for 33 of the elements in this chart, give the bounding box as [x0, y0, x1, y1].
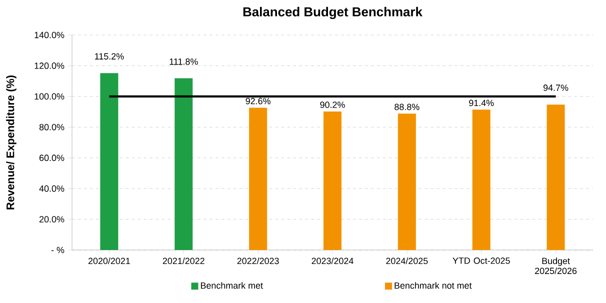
x-tick-label: YTD Oct-2025: [452, 258, 510, 264]
x-tick-label: 2022/2023: [237, 258, 279, 264]
chart-title: Balanced Budget Benchmark: [243, 6, 422, 20]
x-tick-label: 2023/2024: [312, 258, 354, 264]
y-tick-label: 60.0%: [40, 154, 64, 162]
bar: [398, 114, 416, 250]
bar: [324, 111, 342, 250]
y-tick-label: - %: [51, 246, 64, 254]
x-tick-label: 2020/2021: [88, 258, 130, 264]
y-tick-label: 120.0%: [34, 62, 64, 69]
legend-label: Benchmark not met: [394, 282, 472, 289]
bar: [249, 108, 268, 250]
data-label: 91.4%: [469, 100, 494, 106]
bar: [174, 78, 193, 250]
data-label: 111.8%: [170, 58, 198, 65]
data-label: 115.2%: [95, 53, 124, 60]
data-label: 90.2%: [320, 102, 345, 108]
x-tick-label: Budget 2025/2026: [535, 258, 577, 274]
data-label: 92.6%: [246, 98, 270, 104]
legend-label: Benchmark met: [200, 282, 263, 289]
bar: [546, 104, 565, 250]
x-tick-label: 2021/2022: [162, 258, 204, 264]
bar: [100, 73, 118, 250]
y-tick-label: 80.0%: [39, 124, 64, 130]
y-tick-label: 40.0%: [39, 185, 64, 192]
x-tick-label: 2024/2025: [386, 258, 428, 264]
data-label: 94.7%: [544, 84, 568, 91]
data-label: 88.8%: [394, 104, 420, 110]
y-tick-label: 20.0%: [40, 216, 64, 222]
y-axis-title: Revenue/ Expenditure (%): [6, 75, 16, 210]
y-tick-label: 100.0%: [34, 93, 64, 100]
y-tick-label: 140.0%: [34, 32, 64, 38]
bar: [472, 110, 490, 250]
